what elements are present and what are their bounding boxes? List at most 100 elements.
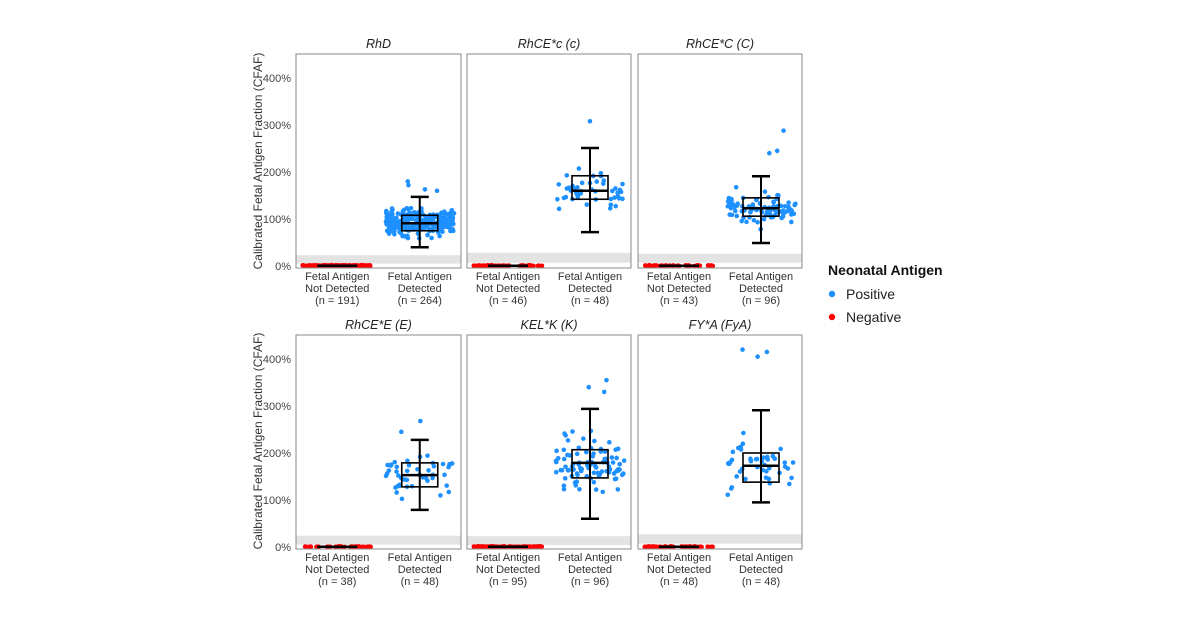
panel-title: RhCE*C (C) bbox=[686, 37, 754, 51]
point-positive bbox=[446, 211, 452, 217]
point-negative bbox=[708, 263, 713, 269]
point-positive bbox=[614, 455, 619, 461]
panel-frame bbox=[637, 53, 803, 269]
point-positive bbox=[615, 487, 621, 492]
panel-title: RhCE*c (c) bbox=[518, 37, 581, 51]
point-positive bbox=[579, 466, 585, 472]
x-tick-n-label: (n = 264) bbox=[398, 295, 442, 307]
point-positive bbox=[562, 476, 568, 481]
point-positive bbox=[743, 476, 748, 482]
legend-positive-label: Positive bbox=[846, 286, 895, 302]
point-negative bbox=[645, 263, 651, 269]
panel-title: RhD bbox=[366, 37, 391, 51]
point-positive bbox=[754, 197, 759, 203]
point-positive bbox=[614, 468, 619, 474]
point-positive bbox=[419, 225, 425, 231]
point-positive bbox=[581, 436, 586, 441]
point-positive bbox=[386, 225, 392, 230]
point-positive bbox=[391, 223, 397, 228]
point-positive bbox=[786, 204, 791, 210]
point-positive bbox=[408, 205, 414, 211]
x-tick-label-line1: Fetal Antigen bbox=[388, 271, 452, 283]
panel: RhCE*E (E) 0% 100% 200% 300% 400% Fetal Antige… bbox=[263, 318, 462, 588]
point-positive bbox=[438, 214, 443, 219]
point-positive-outlier bbox=[587, 118, 593, 124]
point-negative bbox=[482, 544, 487, 549]
point-positive bbox=[385, 462, 390, 468]
x-tick-label-line1: Fetal Antigen bbox=[729, 271, 793, 283]
point-positive bbox=[733, 184, 739, 190]
point-positive-outlier bbox=[422, 187, 428, 192]
point-positive bbox=[613, 476, 619, 481]
panel-frame bbox=[466, 53, 632, 269]
point-negative bbox=[645, 544, 651, 550]
point-positive-outlier bbox=[781, 128, 786, 133]
point-positive bbox=[395, 211, 401, 216]
legend-negative-marker bbox=[828, 313, 836, 321]
point-positive bbox=[392, 215, 398, 221]
point-negative bbox=[528, 544, 534, 549]
y-tick-label: 0% bbox=[275, 261, 291, 273]
point-positive bbox=[383, 473, 389, 479]
point-positive bbox=[590, 454, 595, 459]
point-positive bbox=[613, 186, 618, 191]
point-positive bbox=[564, 173, 570, 178]
point-positive bbox=[430, 475, 435, 481]
x-tick-label-line1: Fetal Antigen bbox=[305, 271, 369, 283]
point-positive bbox=[561, 486, 567, 492]
point-positive bbox=[394, 490, 399, 495]
point-positive bbox=[446, 224, 451, 230]
point-positive bbox=[579, 180, 585, 186]
point-positive bbox=[729, 212, 735, 218]
point-positive bbox=[764, 455, 769, 461]
box-detected bbox=[742, 452, 780, 483]
x-tick-label-line1: Fetal Antigen bbox=[647, 552, 711, 564]
point-positive bbox=[405, 458, 410, 464]
point-positive-outlier bbox=[586, 384, 592, 390]
point-positive-outlier bbox=[767, 150, 772, 156]
point-positive bbox=[789, 219, 794, 225]
point-positive bbox=[404, 224, 410, 230]
point-positive-outlier bbox=[774, 148, 780, 154]
box-detected bbox=[571, 174, 609, 201]
point-positive bbox=[429, 235, 434, 241]
legend-negative-label: Negative bbox=[846, 309, 901, 325]
x-tick-label-line1: Fetal Antigen bbox=[729, 552, 793, 564]
x-tick-label-line2: Not Detected bbox=[647, 283, 711, 295]
panel-frame bbox=[295, 334, 462, 550]
point-positive bbox=[562, 431, 567, 436]
point-positive bbox=[401, 224, 407, 230]
y-tick-label: 300% bbox=[263, 401, 291, 413]
reference-band bbox=[467, 536, 631, 546]
x-tick-n-label: (n = 38) bbox=[318, 576, 356, 588]
x-tick-n-label: (n = 48) bbox=[571, 295, 609, 307]
point-positive bbox=[411, 226, 417, 231]
x-tick-label-line2: Detected bbox=[739, 283, 783, 295]
point-positive bbox=[596, 473, 602, 479]
point-negative bbox=[653, 263, 658, 269]
point-positive bbox=[415, 466, 420, 472]
point-positive-outlier bbox=[601, 389, 607, 395]
point-positive bbox=[600, 489, 606, 495]
point-positive bbox=[447, 216, 452, 222]
x-tick-label-line2: Detected bbox=[398, 564, 442, 576]
point-positive bbox=[729, 485, 735, 490]
point-positive bbox=[386, 468, 392, 473]
x-tick-n-label: (n = 191) bbox=[315, 295, 359, 307]
point-positive bbox=[584, 202, 590, 207]
point-positive bbox=[607, 439, 612, 445]
x-tick-n-label: (n = 46) bbox=[489, 295, 527, 307]
point-positive bbox=[437, 233, 442, 239]
x-tick-n-label: (n = 48) bbox=[401, 576, 439, 588]
point-positive bbox=[566, 467, 572, 473]
point-positive-outlier bbox=[434, 188, 440, 194]
point-negative bbox=[697, 544, 703, 550]
point-positive bbox=[556, 182, 562, 187]
legend: Neonatal Antigen Positive Negative bbox=[828, 262, 943, 325]
reference-band bbox=[638, 534, 802, 544]
y-tick-label: 400% bbox=[263, 73, 291, 85]
point-positive bbox=[406, 462, 412, 468]
point-positive-outlier bbox=[740, 347, 745, 352]
